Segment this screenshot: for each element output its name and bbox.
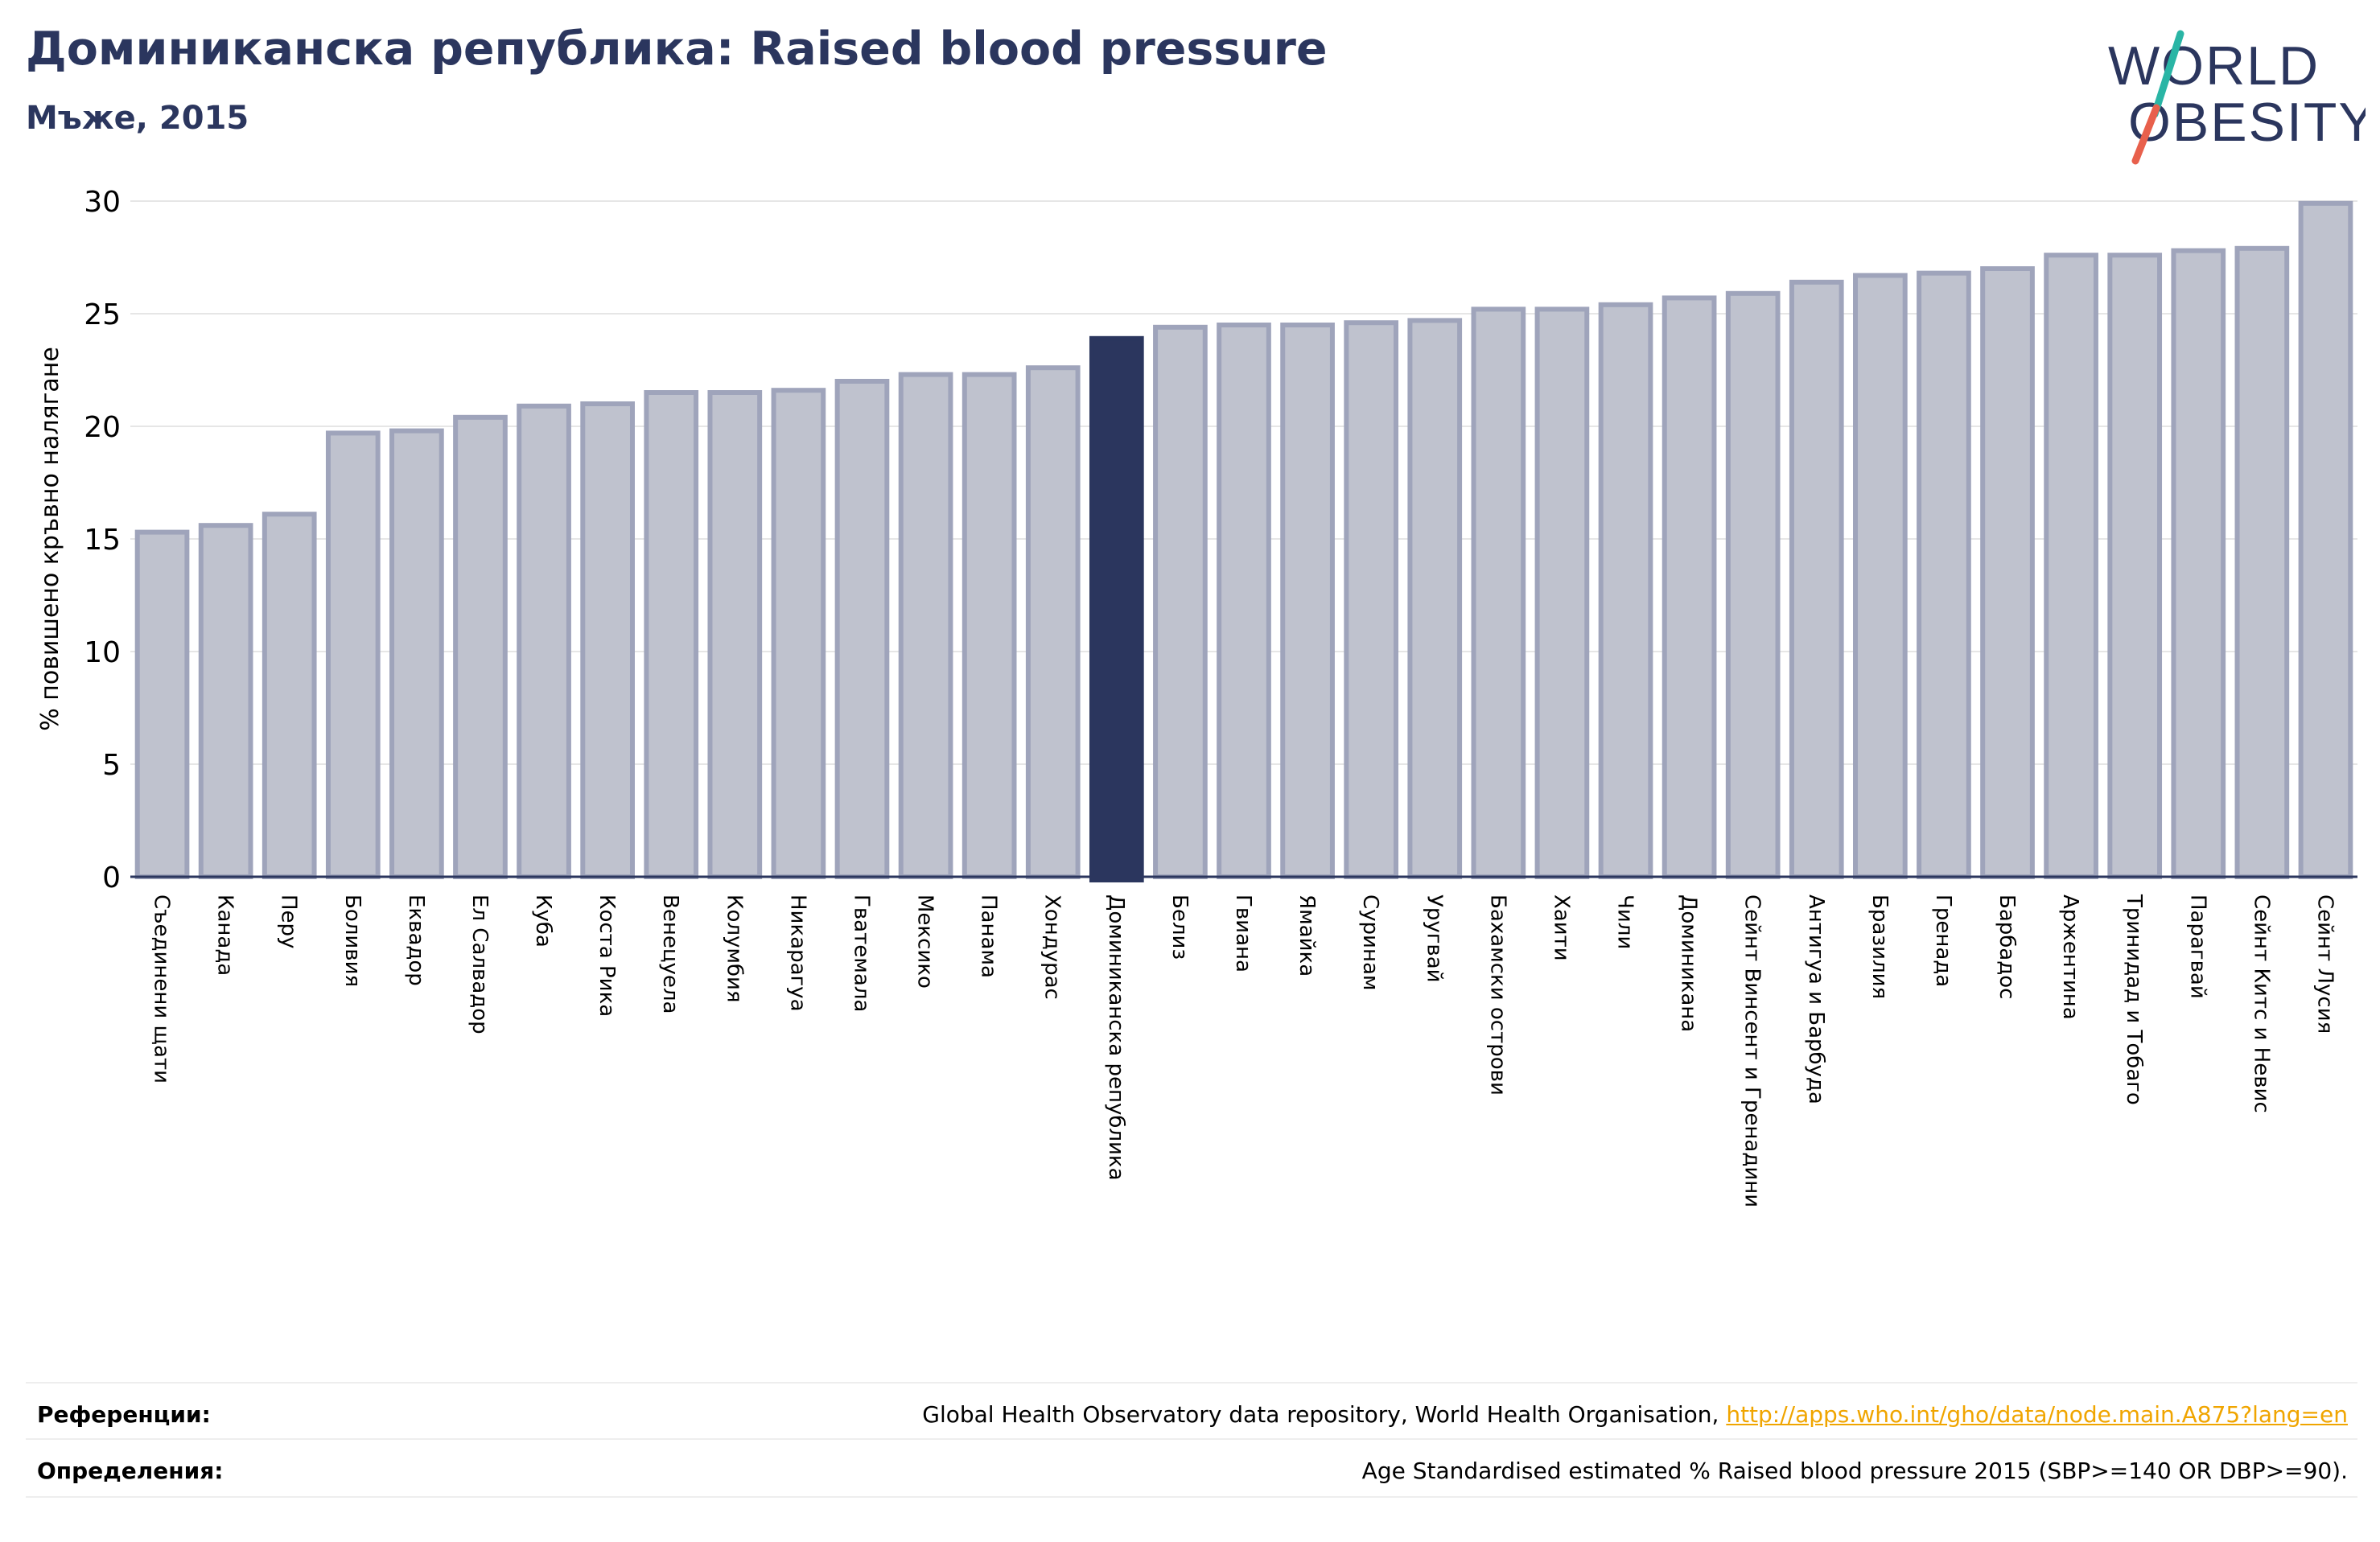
bar	[961, 372, 1017, 880]
bar	[1980, 266, 2035, 879]
x-tick-label: Венецуела	[658, 894, 682, 1014]
references-text: Global Health Observatory data repositor…	[922, 1401, 2348, 1428]
references-link[interactable]: http://apps.who.int/gho/data/node.main.A…	[1726, 1401, 2348, 1428]
definitions-text: Age Standardised estimated % Raised bloo…	[1361, 1458, 2348, 1484]
x-tick-label: Белиз	[1167, 894, 1192, 960]
x-tick-label: Колумбия	[722, 894, 746, 1003]
footer-divider-middle	[26, 1438, 2357, 1440]
x-tick-label: Перу	[277, 894, 301, 948]
x-tick-label: Гватемала	[849, 894, 873, 1012]
bar	[453, 414, 508, 879]
definitions-label: Определения:	[37, 1458, 224, 1484]
bar	[2044, 253, 2098, 879]
x-tick-label: Бахамски острови	[1485, 894, 1509, 1096]
bar	[834, 379, 890, 879]
x-tick-label: Боливия	[340, 894, 364, 987]
bar	[2298, 200, 2353, 880]
x-tick-label: Уругвай	[1422, 894, 1446, 983]
bar	[2107, 253, 2163, 879]
y-tick-label: 10	[84, 636, 121, 669]
x-tick-label: Гренада	[1931, 894, 1955, 987]
y-tick-label: 5	[102, 749, 121, 782]
x-tick-label: Сейнт Винсент и Гренадини	[1740, 894, 1764, 1207]
bar	[1407, 318, 1463, 879]
bar	[1089, 335, 1144, 882]
bar	[580, 401, 635, 879]
bar	[134, 529, 190, 879]
x-tick-label: Съединени щати	[150, 894, 174, 1084]
bar	[1853, 273, 1908, 879]
bar	[1153, 324, 1208, 879]
bar	[2234, 245, 2290, 879]
y-tick-label: 0	[102, 861, 121, 894]
bar	[1789, 279, 1844, 879]
bar	[898, 372, 953, 880]
x-tick-label: Тринидад и Тобаго	[2122, 894, 2146, 1105]
y-tick-label: 30	[84, 186, 121, 219]
bar	[771, 388, 826, 879]
x-tick-label: Хаити	[1549, 894, 1573, 961]
bar	[644, 390, 699, 879]
x-tick-label: Ямайка	[1295, 894, 1319, 977]
x-tick-label: Куба	[531, 894, 555, 948]
x-tick-label: Доминиканска република	[1104, 894, 1128, 1181]
x-tick-label: Доминикана	[1677, 894, 1701, 1032]
x-tick-label: Канада	[213, 894, 237, 976]
bar	[1661, 295, 1717, 879]
x-tick-label: Гвиана	[1231, 894, 1255, 972]
bar	[198, 523, 253, 879]
logo-line2: OBESITY	[2128, 92, 2366, 153]
x-tick-label: Парагвай	[2185, 894, 2209, 999]
x-tick-label: Коста Рика	[595, 894, 619, 1017]
bar	[1280, 323, 1335, 879]
logo-slash-top	[2151, 30, 2184, 118]
references-source: Global Health Observatory data repositor…	[922, 1401, 1727, 1428]
x-tick-label: Еквадор	[404, 894, 428, 986]
x-tick-label: Никарагуа	[785, 894, 809, 1012]
x-tick-label: Панама	[977, 894, 1001, 978]
footer-divider-bottom	[26, 1496, 2357, 1498]
x-tick-label: Чили	[1613, 894, 1637, 949]
bar	[1217, 323, 1271, 879]
y-tick-label: 25	[84, 298, 121, 331]
y-axis-label: % повишено кръвно налягане	[36, 347, 64, 731]
bar	[389, 428, 444, 879]
bar	[517, 403, 571, 879]
bar	[325, 430, 381, 879]
x-tick-label: Сейнт Лусия	[2312, 894, 2337, 1034]
logo-slash-bottom	[2131, 104, 2160, 165]
x-tick-label: Мексико	[913, 894, 937, 989]
logo-line1: WORLD	[2108, 35, 2320, 97]
x-tick-label: Суринам	[1358, 894, 1382, 991]
bar	[2171, 248, 2226, 880]
bar	[1471, 306, 1526, 879]
x-tick-label: Ел Салвадор	[467, 894, 492, 1034]
bar	[1917, 270, 1971, 880]
bar-chart: 0 5 10 15 20 25 30 % повишено кръвно налягане Съ…	[36, 186, 2357, 1207]
x-tick-label: Антигуа и Барбуда	[1804, 894, 1828, 1104]
bar	[1344, 320, 1399, 879]
bar	[1598, 302, 1653, 879]
x-tick-label: Аржентина	[2058, 894, 2082, 1020]
footer-divider-top	[26, 1382, 2357, 1384]
chart-subtitle: Мъже, 2015	[26, 100, 249, 137]
chart-title: Доминиканска република: Raised blood pre…	[26, 23, 1328, 76]
x-tick-label: Сейнт Китс и Невис	[2249, 894, 2273, 1113]
x-tick-label: Барбадос	[1995, 894, 2019, 999]
world-obesity-logo: WORLD OBESITY	[2108, 30, 2366, 165]
y-tick-label: 15	[84, 524, 121, 557]
bar	[1725, 290, 1781, 879]
y-tick-label: 20	[84, 411, 121, 444]
bar	[261, 512, 317, 879]
bar	[1025, 365, 1081, 879]
bar	[707, 390, 763, 879]
bar	[1534, 306, 1590, 879]
x-tick-label: Хондурас	[1040, 894, 1064, 1000]
references-label: Референции:	[37, 1401, 211, 1428]
x-tick-label: Бразилия	[1867, 894, 1892, 999]
